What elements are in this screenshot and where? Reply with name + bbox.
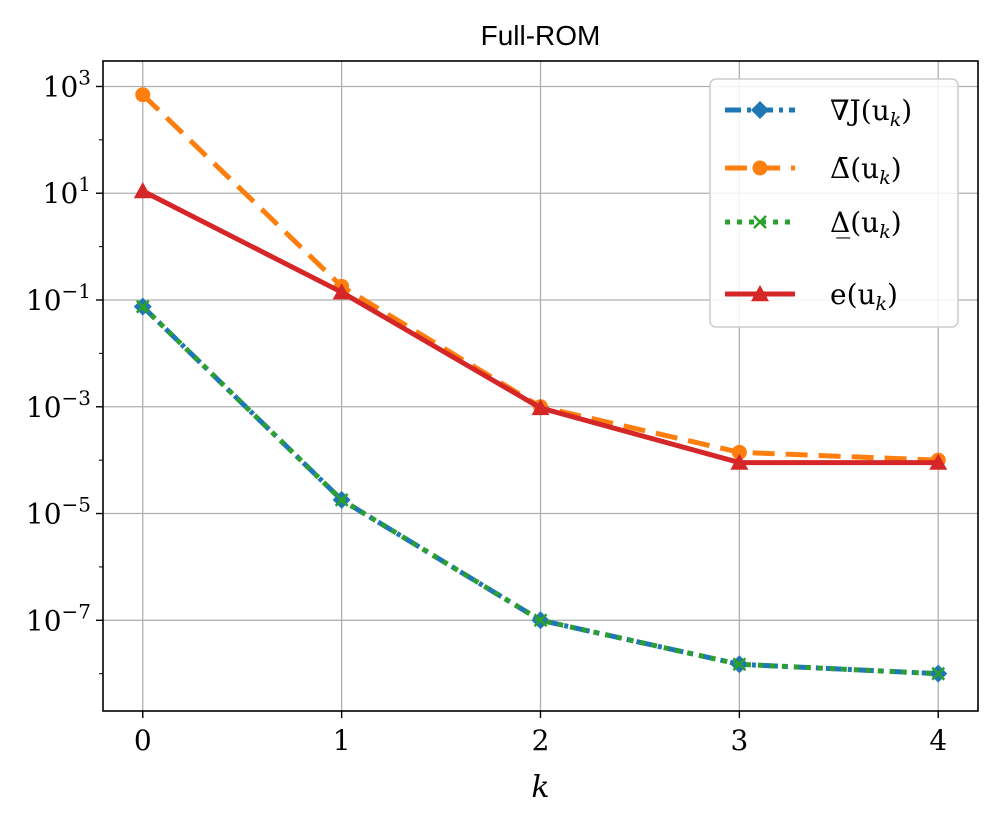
data-point	[931, 666, 946, 681]
y-tick-label: 10−7	[26, 599, 91, 637]
legend-box	[709, 78, 959, 328]
y-tick-label: 10−5	[26, 493, 91, 531]
data-point	[731, 444, 747, 460]
y-tick-label: 10−3	[26, 386, 91, 424]
data-point	[730, 453, 749, 470]
legend-swatch-marker	[753, 215, 767, 229]
series-line	[141, 304, 939, 677]
legend-label: Δ̄(uk)	[830, 152, 902, 189]
data-point	[135, 299, 150, 314]
legend-swatch-marker-stroke	[753, 215, 767, 229]
y-tick-label: 103	[43, 65, 91, 103]
x-tick-label: 1	[333, 724, 351, 757]
data-point-stroke	[732, 657, 747, 672]
x-tick-label: 2	[532, 724, 550, 757]
series-layer	[133, 87, 948, 683]
legend-entry: e(uk)	[725, 278, 898, 315]
legend-label: ∇J(uk)	[830, 94, 912, 131]
data-point-stroke	[533, 613, 548, 628]
data-point	[135, 87, 151, 103]
y-tick-label: 10−1	[26, 279, 91, 317]
legend-entry: Δ̲(uk)	[725, 206, 902, 243]
data-point	[334, 493, 349, 507]
data-point	[332, 283, 351, 300]
x-tick-label: 3	[730, 724, 748, 757]
x-axis-label: k	[531, 770, 549, 805]
legend-entry: ∇J(uk)	[725, 94, 912, 131]
series-2	[135, 299, 946, 681]
legend: ∇J(uk) Δ̄(uk) Δ̲(uk) e(uk)	[709, 78, 959, 328]
y-tick-label: 101	[43, 172, 91, 210]
legend-label: e(uk)	[830, 278, 898, 315]
legend-swatch-marker	[751, 285, 769, 302]
data-point	[732, 657, 747, 672]
data-point	[929, 453, 948, 470]
series-3	[133, 182, 948, 470]
data-point-stroke	[931, 666, 946, 681]
legend-label: Δ̲(uk)	[830, 206, 902, 243]
chart-title: Full-ROM	[481, 20, 601, 51]
legend-swatch-marker	[751, 101, 769, 119]
data-point	[133, 182, 152, 199]
legend-swatch-marker	[752, 160, 768, 176]
tick-layer: 0 1 2 3 4 103 101 10−1 10−3 10−5 10−7	[26, 65, 947, 757]
data-point-stroke	[334, 493, 349, 507]
x-tick-label: 0	[134, 724, 152, 757]
data-point-stroke	[135, 299, 150, 314]
legend-entry: Δ̄(uk)	[725, 152, 902, 189]
data-point	[531, 398, 550, 416]
x-tick-label: 4	[929, 724, 947, 757]
data-point	[533, 613, 548, 628]
